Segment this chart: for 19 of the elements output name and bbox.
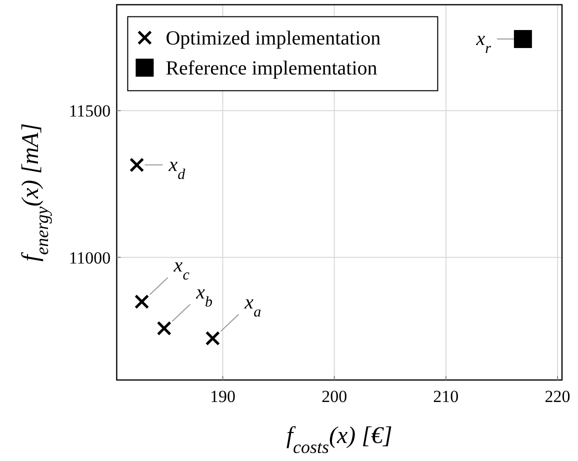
y-tick-label: 11000	[68, 248, 111, 268]
x-tick-label: 220	[544, 387, 570, 406]
point	[514, 30, 532, 48]
annotation: x$_{b}$	[195, 281, 214, 310]
point	[156, 321, 172, 336]
annotation: x$_{c}$	[172, 254, 190, 284]
annotation: x$_{r}$	[475, 28, 492, 58]
legend-label: Optimized implementation	[166, 28, 381, 50]
x-tick-label: 210	[433, 387, 459, 406]
y-tick-label: 11500	[68, 102, 111, 121]
point	[129, 158, 144, 172]
x-tick-label: 200	[322, 387, 348, 406]
point	[205, 331, 220, 346]
annotation: x$_{a}$	[244, 291, 262, 320]
point	[134, 294, 150, 309]
legend-label: Reference implementation	[166, 58, 378, 80]
x-axis-title: f$_{costs}$(x) [€]	[286, 423, 392, 457]
annotation: x$_{d}$	[168, 154, 186, 183]
x-tick-label: 190	[210, 387, 236, 406]
